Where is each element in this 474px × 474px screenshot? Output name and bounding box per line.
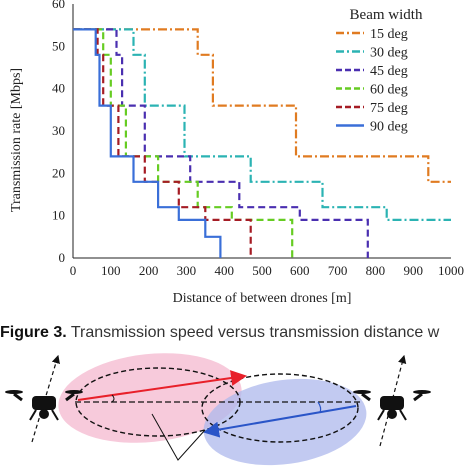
- right-link-arrow: [203, 405, 357, 438]
- transmission-rate-chart: 0 100 200 300 400 500 600 700 800 900 1000 0 10 20 30 4…: [9, 0, 464, 306]
- y-tick-label: 60: [52, 0, 65, 11]
- y-tick-label: 10: [52, 208, 65, 223]
- series-line-60-deg: [73, 28, 294, 258]
- y-tick-label: 40: [52, 81, 65, 96]
- x-tick-label: 200: [139, 263, 159, 278]
- series-line-30-deg: [73, 28, 451, 221]
- figure-caption-label: Figure 3.: [0, 324, 67, 341]
- chart-ticks: 0 100 200 300 400 500 600 700 800 900 1000 0 10 20 30 4…: [52, 0, 464, 278]
- right-beam-lobe: [203, 378, 367, 466]
- y-tick-label: 20: [52, 165, 65, 180]
- chart-axes: [72, 4, 451, 259]
- angle-pointer: [151, 413, 206, 461]
- x-axis-label: Distance of between drones [m]: [173, 291, 352, 306]
- x-tick-label: 900: [403, 263, 423, 278]
- angle-arc-left: [111, 394, 115, 403]
- x-tick-label: 600: [290, 263, 310, 278]
- series-line-75-deg: [73, 28, 252, 258]
- figure-caption-text: Transmission speed versus transmission d…: [66, 324, 440, 341]
- angle-arc-right: [317, 401, 322, 413]
- chart-series: [73, 28, 451, 258]
- y-tick-label: 50: [52, 38, 65, 53]
- right-coverage-ellipse: [201, 373, 359, 443]
- left-link-arrow: [77, 370, 247, 401]
- legend-title: Beam width: [350, 7, 423, 23]
- x-tick-label: 500: [252, 263, 272, 278]
- legend-entry: 30 deg: [370, 46, 408, 61]
- x-tick-label: 100: [101, 263, 121, 278]
- x-tick-label: 0: [70, 263, 77, 278]
- series-line-90-deg: [73, 28, 222, 258]
- x-tick-label: 800: [366, 263, 386, 278]
- beam-diagram: [5, 353, 431, 466]
- x-tick-label: 1000: [438, 263, 464, 278]
- legend-entry: 75 deg: [370, 101, 408, 116]
- series-line-45-deg: [73, 28, 369, 258]
- x-tick-label: 700: [328, 263, 348, 278]
- x-tick-label: 300: [177, 263, 197, 278]
- chart-legend: Beam width 15 deg 30 deg 45 deg 60 deg 75 de…: [336, 7, 423, 135]
- series-line-15-deg: [73, 28, 451, 183]
- left-beam-lobe: [58, 353, 242, 443]
- y-axis-label: Transmission rate [Mbps]: [9, 68, 24, 212]
- y-tick-label: 30: [52, 123, 65, 138]
- figure-caption: Figure 3. Transmission speed versus tran…: [0, 324, 474, 342]
- drone-right-icon: [353, 354, 431, 447]
- legend-entry: 60 deg: [370, 83, 408, 98]
- y-tick-label: 0: [59, 250, 66, 265]
- legend-entry: 45 deg: [370, 64, 408, 79]
- legend-entry: 90 deg: [370, 120, 408, 135]
- x-tick-label: 400: [214, 263, 234, 278]
- drone-left-icon: [5, 354, 83, 443]
- legend-entry: 15 deg: [370, 27, 408, 42]
